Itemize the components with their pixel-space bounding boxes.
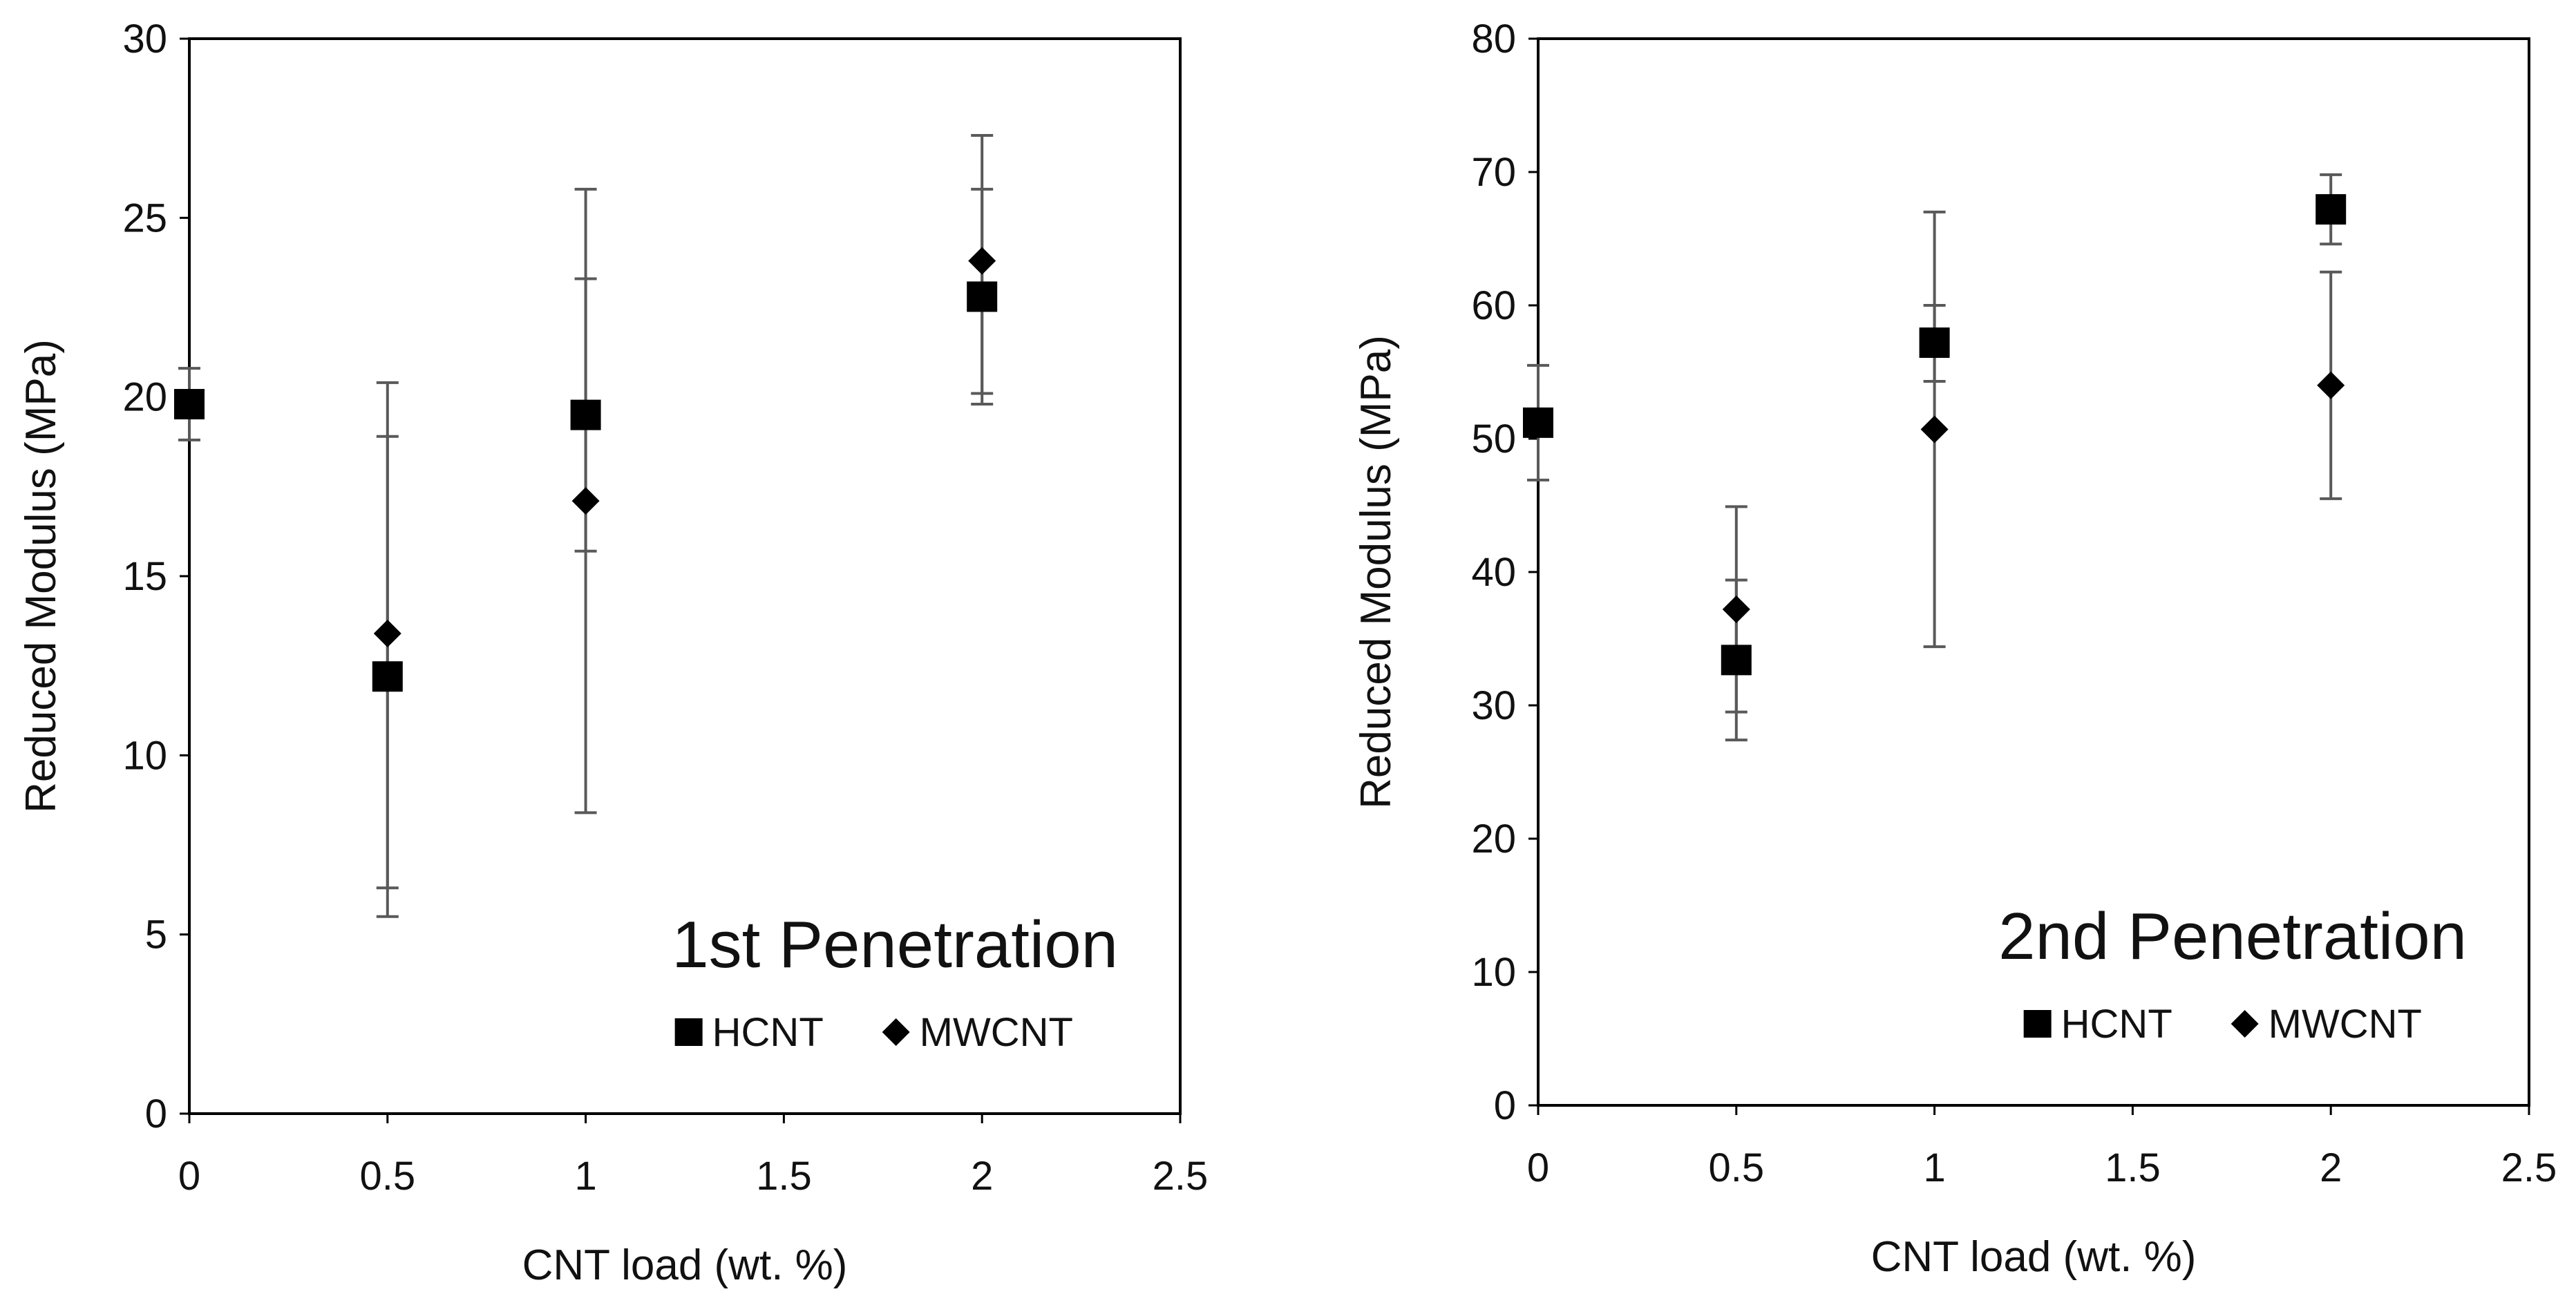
chart-2nd-penetration: 0 10 20 30 40 50 60 70 80 0 0.5 1 1.5 2 2.5 CNT load (w… [1288, 0, 2576, 1305]
chart-1st-penetration-svg: 0 5 10 15 20 25 30 0 0.5 1 1.5 2 2.5 CNT load (wt. %)… [17, 17, 1209, 1289]
y-tick-label: 10 [1471, 950, 1516, 995]
data-point-mwcnt [571, 487, 600, 515]
data-point-mwcnt [2317, 371, 2345, 399]
data-point-hcnt [1721, 645, 1752, 676]
x-tick-label: 2 [971, 1154, 993, 1199]
y-axis-title: Reduced Modulus (MPa) [17, 339, 65, 813]
data-point-hcnt [372, 661, 403, 692]
chart-2nd-penetration-svg: 0 10 20 30 40 50 60 70 80 0 0.5 1 1.5 2 2.5 CNT load (w… [1352, 17, 2557, 1281]
data-point-hcnt [2315, 194, 2347, 225]
y-axis-title: Reduced Modulus (MPa) [1352, 335, 1400, 809]
y-tick-label: 25 [122, 196, 167, 240]
legend-marker-mwcnt [882, 1018, 910, 1046]
legend-label-mwcnt: MWCNT [2269, 1002, 2422, 1047]
data-point-hcnt [174, 389, 205, 420]
x-tick-label: 0 [1527, 1145, 1549, 1190]
y-tick-label: 0 [1494, 1083, 1516, 1128]
y-tick-label: 20 [1471, 817, 1516, 861]
y-tick-label: 30 [122, 17, 167, 61]
y-tick-label: 50 [1471, 417, 1516, 461]
legend-marker-mwcnt [2231, 1010, 2259, 1038]
x-axis-title: CNT load (wt. %) [1871, 1233, 2197, 1281]
chart-annotation: 2nd Penetration [1998, 899, 2467, 973]
x-tick-label: 1.5 [756, 1154, 812, 1199]
y-tick-label: 0 [145, 1092, 167, 1136]
x-axis-title: CNT load (wt. %) [522, 1241, 848, 1289]
data-point-hcnt [1919, 327, 1950, 359]
data-point-mwcnt [968, 247, 996, 275]
data-point-hcnt [570, 399, 601, 430]
x-tick-label: 0.5 [359, 1154, 415, 1199]
y-tick-label: 15 [122, 554, 167, 599]
data-point-mwcnt [1920, 415, 1949, 444]
legend-label-mwcnt: MWCNT [920, 1010, 1073, 1055]
data-point-mwcnt [1722, 596, 1750, 624]
x-tick-label: 0.5 [1708, 1145, 1764, 1190]
y-tick-label: 70 [1471, 150, 1516, 195]
x-tick-label: 2 [2320, 1145, 2342, 1190]
x-tick-label: 1 [574, 1154, 596, 1199]
legend-label-hcnt: HCNT [2061, 1002, 2172, 1047]
legend-marker-hcnt [674, 1018, 703, 1046]
x-tick-label: 1.5 [2105, 1145, 2161, 1190]
y-tick-label: 30 [1471, 683, 1516, 728]
y-tick-label: 80 [1471, 17, 1516, 61]
chart-1st-penetration: 0 5 10 15 20 25 30 0 0.5 1 1.5 2 2.5 CNT load (wt. %)… [17, 17, 1209, 1289]
legend-marker-hcnt [2023, 1010, 2052, 1038]
x-tick-label: 1 [1923, 1145, 1945, 1190]
chart-annotation: 1st Penetration [672, 908, 1118, 982]
y-tick-label: 60 [1471, 283, 1516, 328]
data-point-mwcnt [373, 619, 401, 647]
y-tick-label: 20 [122, 375, 167, 420]
x-tick-label: 0 [178, 1154, 200, 1199]
data-point-hcnt [1523, 407, 1553, 438]
legend-label-hcnt: HCNT [712, 1010, 824, 1055]
x-tick-label: 2.5 [1153, 1154, 1209, 1199]
y-tick-label: 40 [1471, 550, 1516, 595]
data-point-hcnt [967, 281, 998, 312]
x-tick-label: 2.5 [2501, 1145, 2557, 1190]
y-tick-label: 5 [145, 913, 167, 958]
y-tick-label: 10 [122, 733, 167, 778]
